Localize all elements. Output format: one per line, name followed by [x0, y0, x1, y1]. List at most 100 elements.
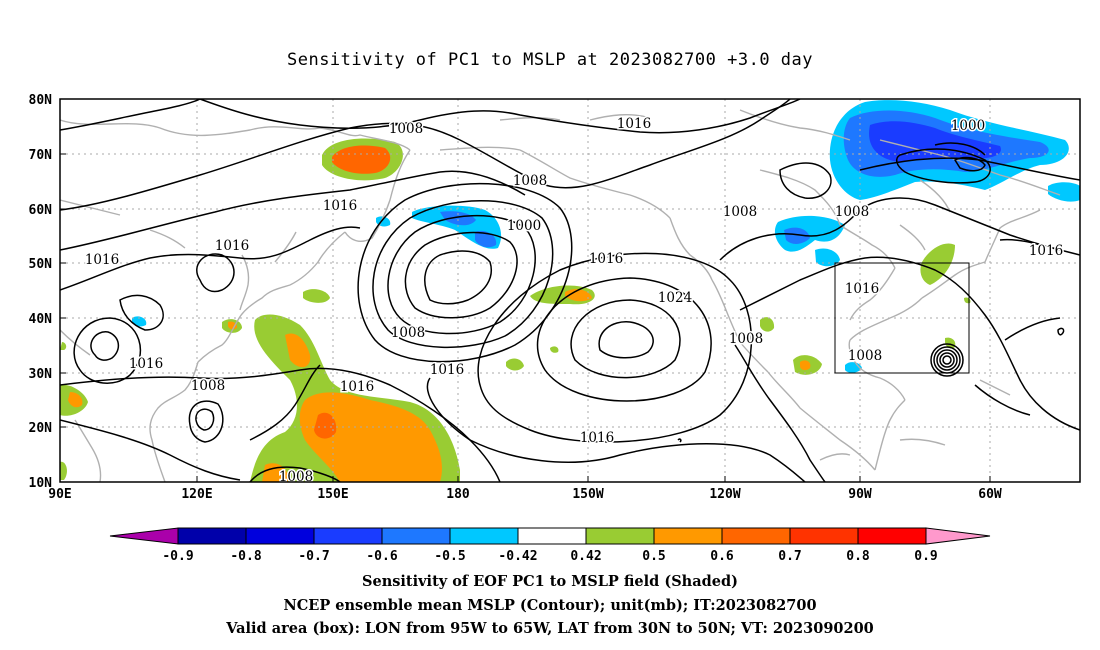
contour-label: 1016: [430, 362, 464, 378]
colorbar-tick-label: 0.5: [642, 549, 665, 564]
contour-label: 1008: [723, 204, 757, 220]
lon-label: 90W: [848, 487, 872, 502]
sensitivity-shading: [60, 100, 1080, 482]
positive-sensitivity-region: [303, 289, 330, 303]
contour-label: 1008: [513, 173, 547, 189]
negative-sensitivity-region: [132, 316, 147, 327]
lat-label: 10N: [29, 476, 53, 491]
colorbar-tick-label: -0.9: [162, 549, 193, 564]
colorbar-segment: [109, 527, 179, 545]
colorbar-tick-label: 0.42: [570, 549, 601, 564]
contour-label: 1008: [391, 325, 425, 341]
positive-sensitivity-region: [68, 392, 83, 408]
colorbar-tick-label: 0.7: [778, 549, 801, 564]
negative-sensitivity-region: [784, 227, 810, 244]
valid-area-box: [834, 262, 970, 374]
lat-label: 60N: [29, 203, 53, 218]
positive-sensitivity-region: [332, 145, 391, 174]
contour-label: 1016: [215, 238, 249, 254]
colorbar-tick-label: -0.42: [498, 549, 537, 564]
colorbar-tick-label: -0.5: [434, 549, 465, 564]
axis-ticks: [60, 153, 991, 482]
contour-label: 1008: [389, 121, 423, 137]
lon-label: 90E: [48, 487, 71, 502]
colorbar-tick-label: -0.8: [230, 549, 261, 564]
contour-label: 1016: [580, 430, 614, 446]
lat-label: 20N: [29, 421, 53, 436]
coastlines: [60, 109, 1061, 482]
contour-label: 1016: [1029, 243, 1063, 259]
positive-sensitivity-region: [565, 289, 592, 302]
negative-sensitivity-region: [815, 248, 840, 267]
lat-label: 50N: [29, 257, 53, 272]
positive-sensitivity-region: [506, 358, 524, 371]
colorbar-segment: [857, 527, 927, 545]
contour-label: 1016: [85, 252, 119, 268]
negative-sensitivity-region: [869, 121, 1001, 162]
caption-shading: Sensitivity of EOF PC1 to MSLP field (Sh…: [362, 573, 738, 590]
positive-sensitivity-region: [60, 461, 67, 480]
negative-sensitivity-region: [475, 230, 497, 248]
caption-contour: NCEP ensemble mean MSLP (Contour); unit(…: [283, 597, 817, 614]
colorbar-segment: [789, 527, 859, 545]
contour-label: 1008: [729, 331, 763, 347]
lat-label: 40N: [29, 312, 53, 327]
latitude-labels: 80N 70N 60N 50N 40N 30N 20N 10N: [29, 93, 53, 491]
contour-label: 1000: [507, 218, 541, 234]
map-frame: [59, 98, 1081, 483]
map-title: Sensitivity of PC1 to MSLP at 2023082700…: [286, 50, 813, 70]
colorbar-segment: [313, 527, 383, 545]
contour-label: 1016: [617, 116, 651, 132]
contour-label: 1008: [279, 469, 313, 485]
colorbar-tick-label: 0.9: [914, 549, 937, 564]
colorbar-segment: [653, 527, 723, 545]
colorbar-segment: [245, 527, 315, 545]
lat-label: 80N: [29, 93, 53, 108]
positive-sensitivity-region: [920, 243, 955, 285]
lat-label: 30N: [29, 367, 53, 382]
lon-label: 120E: [181, 487, 212, 502]
positive-sensitivity-region: [800, 360, 811, 371]
contour-label: 1016: [129, 356, 163, 372]
colorbar-segment: [177, 527, 247, 545]
contour-label: 1016: [323, 198, 357, 214]
contour-labels: 1008 1016 1000 1008 1008 1016 1016 1016 …: [83, 115, 1064, 485]
contour-label: 1008: [848, 348, 882, 364]
colorbar-segment: [449, 527, 519, 545]
negative-sensitivity-region: [1048, 182, 1080, 202]
contour-label: 1008: [191, 378, 225, 394]
contour-label: 1016: [845, 281, 879, 297]
lon-label: 150E: [317, 487, 348, 502]
positive-sensitivity-region: [314, 412, 337, 439]
positive-sensitivity-region: [299, 392, 442, 482]
colorbar-segment: [517, 527, 587, 545]
lon-label: 120W: [709, 487, 740, 502]
positive-sensitivity-region: [550, 346, 559, 353]
isobar-contours: [60, 99, 1080, 482]
longitude-labels: 90E 120E 150E 180 150W 120W 90W 60W: [48, 487, 1002, 502]
contour-label: 1024: [658, 290, 692, 306]
colorbar-tick-label: -0.6: [366, 549, 397, 564]
lon-label: 180: [446, 487, 470, 502]
positive-sensitivity-region: [228, 321, 238, 330]
positive-sensitivity-region: [760, 317, 775, 332]
colorbar-segment: [925, 527, 991, 545]
contour-label: 1008: [835, 204, 869, 220]
colorbar-segment: [381, 527, 451, 545]
colorbar: -0.9 -0.8 -0.7 -0.6 -0.5 -0.42 0.42 0.5 0.6 0.7 0.…: [109, 527, 991, 564]
caption-valid-area: Valid area (box): LON from 95W to 65W, L…: [226, 620, 874, 637]
positive-sensitivity-region: [285, 333, 311, 368]
positive-sensitivity-region: [60, 342, 67, 350]
contour-label: 1016: [589, 251, 623, 267]
colorbar-segment: [721, 527, 791, 545]
lon-label: 60W: [978, 487, 1002, 502]
lon-label: 150W: [572, 487, 603, 502]
negative-sensitivity-region: [440, 211, 476, 226]
colorbar-segment: [585, 527, 655, 545]
contour-label: 1016: [340, 379, 374, 395]
colorbar-tick-label: 0.6: [710, 549, 734, 564]
lat-label: 70N: [29, 148, 53, 163]
colorbar-tick-label: 0.8: [846, 549, 870, 564]
contour-label: 1000: [951, 118, 985, 134]
